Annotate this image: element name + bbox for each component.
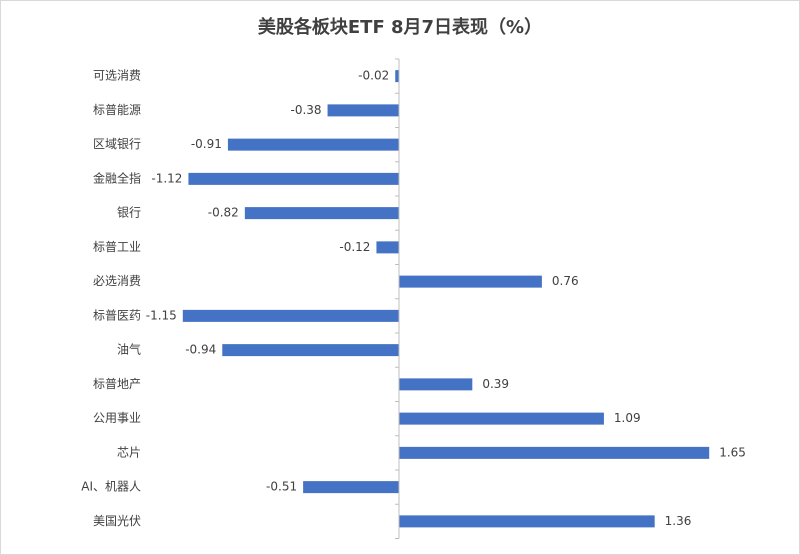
data-label: -0.91: [191, 137, 222, 151]
data-label: 1.36: [665, 514, 692, 528]
y-tick-label: 必选消费: [93, 274, 141, 288]
y-tick-label: 芯片: [117, 445, 141, 459]
data-label: -1.15: [146, 308, 177, 322]
y-tick-label: 油气: [117, 342, 141, 357]
data-label: -0.38: [290, 103, 321, 117]
y-tick-label: 公用事业: [93, 411, 141, 425]
data-label: -0.51: [266, 480, 297, 494]
y-tick-label: 可选消费: [93, 69, 141, 83]
y-tick-label: AI、机器人: [81, 480, 141, 494]
bar: [327, 104, 399, 117]
data-label: -1.12: [151, 171, 182, 185]
y-tick-label: 标普医药: [93, 308, 141, 322]
bar: [182, 309, 399, 322]
data-label: -0.12: [339, 240, 370, 254]
data-label: 0.76: [552, 274, 579, 288]
bar: [376, 241, 399, 254]
bar: [395, 70, 399, 83]
bar: [399, 446, 710, 459]
y-tick-label: 标普地产: [93, 377, 141, 391]
bar: [303, 481, 399, 494]
bar: [399, 515, 655, 528]
bar: [244, 207, 399, 220]
data-label: 1.65: [719, 445, 746, 459]
data-label: 0.39: [482, 377, 509, 391]
bar: [227, 138, 399, 151]
bar: [222, 344, 399, 357]
bar: [399, 378, 473, 391]
y-tick-label: 金融全指: [93, 170, 141, 185]
chart-title: 美股各板块ETF 8月7日表现（%）: [258, 16, 542, 38]
bar: [399, 412, 604, 425]
data-label: 1.09: [614, 411, 641, 425]
bar: [188, 172, 399, 185]
data-label: -0.94: [185, 343, 216, 357]
data-label: -0.82: [208, 206, 239, 220]
y-tick-label: 标普工业: [93, 240, 141, 254]
y-tick-label: 银行: [117, 206, 141, 220]
data-label: -0.02: [358, 69, 389, 83]
bar: [399, 275, 542, 288]
y-tick-label: 标普能源: [93, 103, 141, 117]
y-tick-label: 区域银行: [93, 137, 141, 151]
y-tick-label: 美国光伏: [93, 514, 141, 528]
